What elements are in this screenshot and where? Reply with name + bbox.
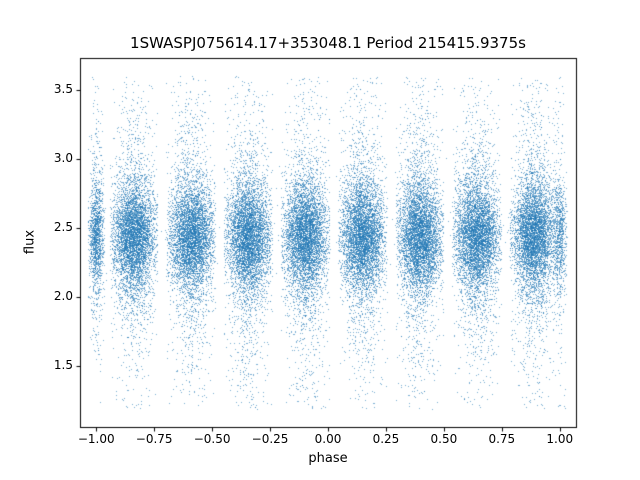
x-axis-label: phase	[308, 451, 348, 466]
x-tick-label: 0.00	[314, 432, 342, 446]
x-tick-label: 0.75	[488, 432, 516, 446]
x-tick-label: 0.50	[430, 432, 458, 446]
y-tick-label: 1.5	[53, 358, 73, 373]
y-tick-label: 3.5	[53, 81, 73, 96]
x-tick-label: −0.50	[193, 432, 231, 446]
x-tick-label: −1.00	[77, 432, 115, 446]
x-tick-label: 0.25	[372, 432, 400, 446]
y-tick-label: 2.0	[53, 289, 73, 304]
y-tick-label: 2.5	[53, 219, 73, 234]
chart-title: 1SWASPJ075614.17+353048.1 Period 215415.…	[130, 34, 526, 52]
x-tick-label: 1.00	[546, 432, 574, 446]
x-tick-label: −0.25	[251, 432, 289, 446]
x-tick-label: −0.75	[135, 432, 173, 446]
y-tick-label: 3.0	[53, 150, 73, 165]
